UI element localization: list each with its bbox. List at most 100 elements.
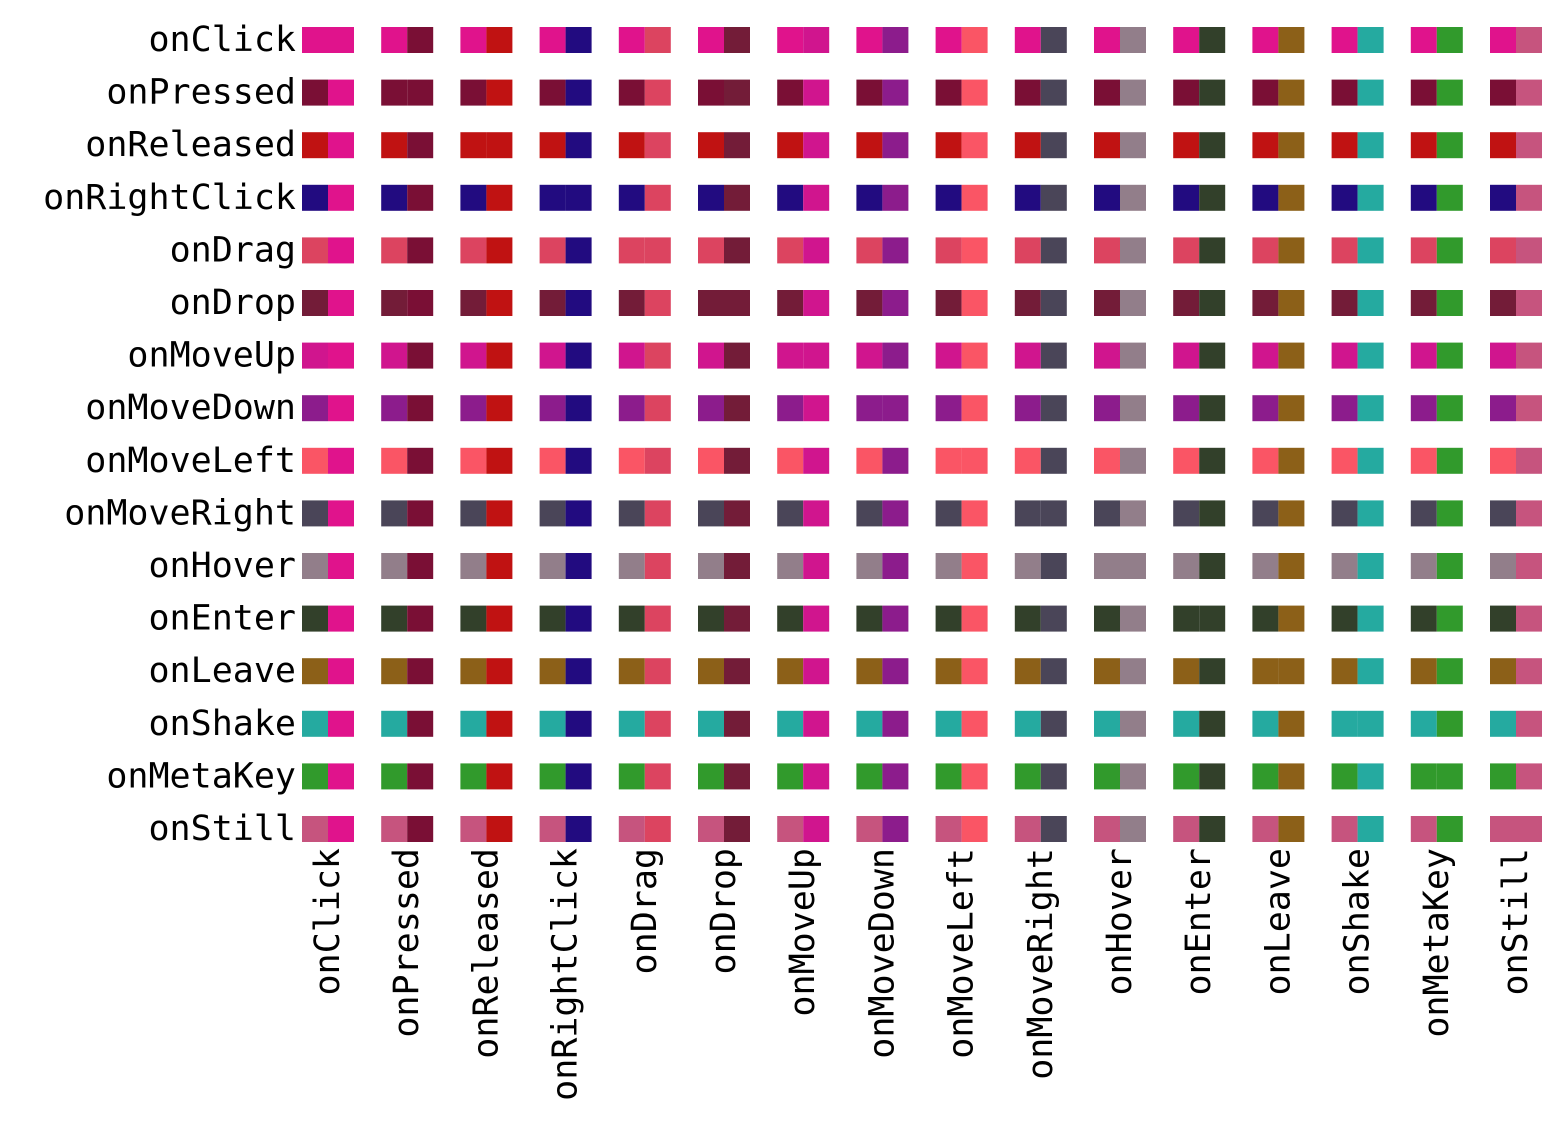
cell-on-drag-on-meta-key-left <box>1410 237 1437 264</box>
column-label-on-move-right: onMoveRight <box>1021 848 1061 1080</box>
cell-on-shake-on-right-click-right <box>565 710 592 737</box>
cell-on-enter-on-hover-right <box>1120 605 1146 632</box>
cell-on-still-on-shake-left <box>1331 816 1358 842</box>
cell-on-click-on-move-up-right <box>803 27 830 53</box>
cell-on-still-on-leave-left <box>1252 816 1279 842</box>
cell-on-leave-on-move-right-right <box>1040 658 1067 685</box>
cell-on-pressed-on-pressed-right <box>407 79 434 106</box>
cell-on-right-click-on-enter-right <box>1199 184 1226 211</box>
cell-on-enter-on-leave-right <box>1278 605 1305 632</box>
cell-on-drop-on-right-click-left <box>539 290 566 316</box>
cell-on-shake-on-drop-right <box>724 710 750 737</box>
cell-on-drag-on-pressed-left <box>381 237 408 264</box>
cell-on-move-left-on-still-left <box>1490 447 1516 474</box>
cell-on-right-click-on-still-right <box>1516 184 1542 211</box>
cell-on-right-click-on-click-right <box>328 184 354 211</box>
cell-on-hover-on-move-up-left <box>777 553 804 579</box>
cell-on-move-left-on-meta-key-left <box>1410 447 1437 474</box>
cell-on-move-down-on-still-left <box>1490 395 1516 422</box>
cell-on-pressed-on-right-click-left <box>539 79 566 106</box>
cell-on-drop-on-move-down-right <box>882 290 909 316</box>
cell-on-released-on-pressed-right <box>407 132 434 159</box>
cell-on-leave-on-still-right <box>1516 658 1542 685</box>
cell-on-shake-on-move-left-right <box>961 710 988 737</box>
cell-on-click-on-move-down-left <box>856 27 883 53</box>
cell-on-move-down-on-move-right-right <box>1040 395 1067 422</box>
cell-on-move-down-on-enter-left <box>1173 395 1200 422</box>
cell-on-pressed-on-drop-left <box>698 79 724 106</box>
cell-on-drag-on-right-click-right <box>565 237 592 264</box>
cell-on-move-down-on-pressed-left <box>381 395 408 422</box>
cell-on-drop-on-move-left-right <box>961 290 988 316</box>
column-label-on-right-click: onRightClick <box>546 848 586 1101</box>
cell-on-meta-key-on-move-right-left <box>1014 763 1041 790</box>
cell-on-hover-on-move-up-right <box>803 553 830 579</box>
cell-on-enter-on-leave-left <box>1252 605 1279 632</box>
cell-on-move-down-on-shake-right <box>1357 395 1384 422</box>
cell-on-right-click-on-move-right-left <box>1014 184 1041 211</box>
cell-on-meta-key-on-drop-right <box>724 763 750 790</box>
cell-on-enter-on-shake-right <box>1357 605 1384 632</box>
cell-on-move-left-on-click-right <box>328 447 354 474</box>
cell-on-leave-on-click-left <box>302 658 328 685</box>
cell-on-move-right-on-hover-left <box>1094 500 1120 527</box>
cell-on-drag-on-move-up-right <box>803 237 830 264</box>
cell-on-meta-key-on-released-right <box>486 763 513 790</box>
cell-on-shake-on-still-right <box>1516 710 1542 737</box>
cell-on-move-left-on-shake-right <box>1357 447 1384 474</box>
cell-on-leave-on-move-left-right <box>961 658 988 685</box>
cell-on-click-on-pressed-left <box>381 27 408 53</box>
cell-on-move-left-on-move-right-left <box>1014 447 1041 474</box>
cell-on-move-down-on-drag-right <box>644 395 671 422</box>
cell-on-drag-on-leave-left <box>1252 237 1279 264</box>
cell-on-move-left-on-leave-left <box>1252 447 1279 474</box>
cell-on-leave-on-still-left <box>1490 658 1516 685</box>
cell-on-move-down-on-move-up-right <box>803 395 830 422</box>
cell-on-drop-on-enter-left <box>1173 290 1200 316</box>
cell-on-pressed-on-released-left <box>460 79 487 106</box>
cell-on-click-on-move-up-left <box>777 27 804 53</box>
cell-on-right-click-on-right-click-left <box>539 184 566 211</box>
cell-on-click-on-leave-right <box>1278 27 1305 53</box>
cell-on-drop-on-click-left <box>302 290 328 316</box>
cell-on-hover-on-enter-right <box>1199 553 1226 579</box>
cell-on-move-up-on-move-down-left <box>856 342 883 369</box>
cell-on-drag-on-shake-right <box>1357 237 1384 264</box>
cell-on-pressed-on-move-up-right <box>803 79 830 106</box>
cell-on-enter-on-drop-right <box>724 605 750 632</box>
cell-on-meta-key-on-move-left-right <box>961 763 988 790</box>
cell-on-shake-on-enter-left <box>1173 710 1200 737</box>
cell-on-move-up-on-meta-key-right <box>1436 342 1463 369</box>
cell-on-click-on-enter-right <box>1199 27 1226 53</box>
cell-on-meta-key-on-released-left <box>460 763 487 790</box>
column-label-on-still: onStill <box>1496 848 1536 996</box>
cell-on-move-left-on-pressed-left <box>381 447 408 474</box>
cell-on-move-left-on-right-click-right <box>565 447 592 474</box>
cell-on-right-click-on-released-right <box>486 184 513 211</box>
cell-on-right-click-on-hover-left <box>1094 184 1120 211</box>
cell-on-pressed-on-click-right <box>328 79 354 106</box>
column-label-on-meta-key: onMetaKey <box>1417 848 1457 1038</box>
cell-on-shake-on-move-left-left <box>935 710 962 737</box>
cell-on-pressed-on-move-right-right <box>1040 79 1067 106</box>
cell-on-drop-on-right-click-right <box>565 290 592 316</box>
cell-on-hover-on-right-click-right <box>565 553 592 579</box>
column-label-on-released: onReleased <box>466 848 506 1059</box>
cell-on-released-on-hover-left <box>1094 132 1120 159</box>
cell-on-move-left-on-released-left <box>460 447 487 474</box>
cell-on-drag-on-move-right-left <box>1014 237 1041 264</box>
cell-on-move-down-on-shake-left <box>1331 395 1358 422</box>
cell-on-released-on-click-right <box>328 132 354 159</box>
column-label-on-drop: onDrop <box>704 848 744 974</box>
cell-on-click-on-move-left-left <box>935 27 962 53</box>
cell-on-pressed-on-released-right <box>486 79 513 106</box>
cell-on-drag-on-click-right <box>328 237 354 264</box>
cell-on-move-right-on-move-down-right <box>882 500 909 527</box>
cell-on-shake-on-move-down-left <box>856 710 883 737</box>
cell-on-shake-on-enter-right <box>1199 710 1226 737</box>
cell-on-pressed-on-enter-right <box>1199 79 1226 106</box>
cell-on-leave-on-meta-key-left <box>1410 658 1437 685</box>
cell-on-move-down-on-meta-key-right <box>1436 395 1463 422</box>
cell-on-move-down-on-still-right <box>1516 395 1542 422</box>
cell-on-meta-key-on-leave-left <box>1252 763 1279 790</box>
